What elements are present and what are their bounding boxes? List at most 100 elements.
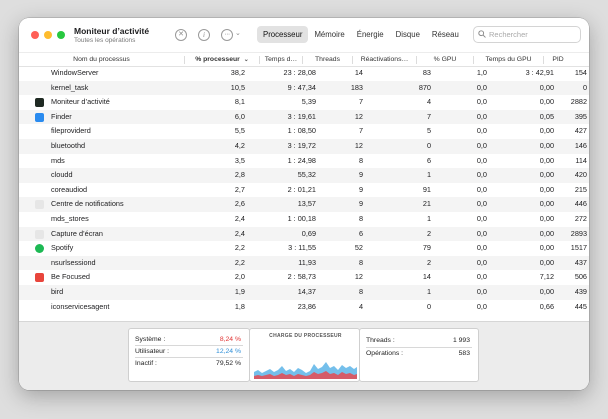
cell-name: nsurlsessiond [51, 257, 96, 267]
cell-wakeups: 1 [426, 170, 431, 180]
cell-wakeups: 1 [426, 287, 431, 296]
cell-pid: 506 [574, 272, 587, 282]
cell-name: fileproviderd [51, 126, 91, 136]
cell-gpu-time: 0,66 [539, 301, 554, 311]
cell-name: Be Focused [51, 272, 90, 282]
cell-gpu: 0,0 [476, 214, 487, 223]
cell-pid: 445 [574, 301, 587, 311]
info-circle-icon: i [203, 31, 205, 39]
column-divider[interactable] [416, 56, 417, 64]
column-divider[interactable] [184, 56, 185, 64]
table-row[interactable]: mds 3,5 1 : 24,98 8 6 0,0 0,00 114 [19, 154, 589, 169]
cell-gpu-time: 0,00 [539, 214, 554, 223]
table-row[interactable]: Spotify 2,2 3 : 11,55 52 79 0,0 0,00 1517 [19, 241, 589, 256]
cell-wakeups: 21 [422, 199, 431, 209]
table-row[interactable]: Capture d’écran 2,4 0,69 6 2 0,0 0,00 2893 [19, 226, 589, 242]
zoom-window-button[interactable] [57, 31, 65, 39]
cell-gpu: 0,0 [476, 155, 487, 165]
cpu-summary-bar: Système : 8,24 % Utilisateur : 12,24 % I… [19, 321, 589, 390]
cell-name: Spotify [51, 243, 74, 253]
close-window-button[interactable] [31, 31, 39, 39]
cell-gpu-time: 0,00 [539, 155, 554, 165]
tab-processeur[interactable]: Processeur [257, 26, 309, 43]
table-row[interactable]: iconservicesagent 1,8 23,86 4 0 0,0 0,66 445 [19, 300, 589, 315]
table-row[interactable]: fileproviderd 5,5 1 : 08,50 7 5 0,0 0,00 427 [19, 124, 589, 139]
column-divider[interactable] [473, 56, 474, 64]
sort-descending-icon: ⌄ [243, 57, 249, 63]
cell-pid: 420 [574, 170, 587, 180]
cell-wakeups: 83 [422, 68, 431, 77]
cell-pid: 2882 [570, 97, 587, 107]
column-header-gpu[interactable]: % GPU [433, 56, 457, 63]
minimize-window-button[interactable] [44, 31, 52, 39]
column-header-cpu[interactable]: % processeur ⌄ [185, 53, 259, 66]
table-header: Nom du processus % processeur ⌄ Temps d… … [19, 52, 589, 67]
window-title: Moniteur d’activité [74, 26, 150, 36]
cell-gpu: 0,0 [476, 170, 487, 180]
stop-process-button[interactable]: ✕ [175, 29, 187, 41]
cell-wakeups: 2 [426, 257, 431, 267]
column-divider[interactable] [259, 56, 260, 64]
tab-memoire[interactable]: Mémoire [314, 30, 345, 39]
cell-cpu: 6,0 [234, 111, 245, 121]
column-divider[interactable] [352, 56, 353, 64]
column-divider[interactable] [302, 56, 303, 64]
cell-time: 11,93 [298, 257, 316, 267]
table-row[interactable]: coreaudiod 2,7 2 : 01,21 9 91 0,0 0,00 215 [19, 183, 589, 198]
table-row[interactable]: cloudd 2,8 55,32 9 1 0,0 0,00 420 [19, 168, 589, 183]
tab-energie[interactable]: Énergie [356, 30, 384, 39]
cell-wakeups: 79 [422, 243, 431, 253]
column-header-wakeups[interactable]: Réactivations… [360, 56, 409, 63]
table-row[interactable]: Centre de notifications 2,6 13,57 9 21 0,0 0,0… [19, 197, 589, 212]
cpu-load-chart-panel: CHARGE DU PROCESSEUR [249, 328, 360, 382]
table-row[interactable]: Finder 6,0 3 : 19,61 12 7 0,0 0,05 395 [19, 109, 589, 125]
table-row[interactable]: bluetoothd 4,2 3 : 19,72 12 0 0,0 0,00 146 [19, 139, 589, 154]
cell-threads: 9 [358, 170, 363, 180]
user-label: Utilisateur : [135, 348, 169, 355]
cell-wakeups: 6 [426, 155, 431, 165]
cell-gpu: 1,0 [476, 68, 487, 77]
table-row[interactable]: WindowServer 38,2 23 : 28,08 14 83 1,0 3 : 42,… [19, 66, 589, 81]
column-header-name[interactable]: Nom du processus [73, 56, 130, 63]
inspect-process-button[interactable]: i [198, 29, 210, 41]
table-row[interactable]: Be Focused 2,0 2 : 58,73 12 14 0,0 7,12 506 [19, 270, 589, 285]
cpu-usage-panel: Système : 8,24 % Utilisateur : 12,24 % I… [128, 328, 250, 382]
column-header-pid[interactable]: PID [552, 56, 564, 63]
cell-threads: 52 [354, 243, 363, 253]
cell-threads: 7 [358, 97, 363, 107]
cell-wakeups: 91 [422, 184, 431, 194]
tab-reseau[interactable]: Réseau [431, 30, 459, 39]
cell-wakeups: 14 [422, 272, 431, 282]
window-subtitle[interactable]: Toutes les opérations [74, 37, 136, 44]
search-input[interactable] [489, 28, 577, 41]
cell-time: 3 : 19,61 [287, 111, 316, 121]
more-actions-button[interactable]: ··· [221, 29, 233, 41]
column-header-threads[interactable]: Threads [315, 56, 340, 63]
table-row[interactable]: bird 1,9 14,37 8 1 0,0 0,00 439 [19, 285, 589, 300]
column-header-time[interactable]: Temps d… [264, 56, 298, 63]
cell-name: bird [51, 287, 64, 296]
chevron-down-icon[interactable]: ⌄ [235, 30, 241, 37]
cell-name: cloudd [51, 170, 73, 180]
cell-gpu-time: 0,00 [539, 184, 554, 194]
table-row[interactable]: kernel_task 10,5 9 : 47,34 183 870 0,0 0,00 0 [19, 80, 589, 96]
cell-pid: 0 [582, 82, 587, 92]
search-field[interactable] [473, 26, 581, 43]
table-row[interactable]: Moniteur d’activité 8,1 5,39 7 4 0,0 0,00 2882 [19, 95, 589, 110]
system-label: Système : [135, 336, 166, 343]
cell-cpu: 5,5 [234, 126, 245, 136]
cell-time: 14,37 [297, 287, 316, 296]
cell-pid: 446 [574, 199, 587, 209]
column-divider[interactable] [543, 56, 544, 64]
cell-cpu: 2,2 [234, 243, 245, 253]
finder-icon [35, 112, 44, 122]
cell-cpu: 2,6 [234, 199, 245, 209]
cell-time: 1 : 00,18 [287, 214, 316, 223]
column-header-gpu-time[interactable]: Temps du GPU [485, 56, 532, 63]
threads-value: 1 993 [452, 337, 470, 344]
cell-name: iconservicesagent [51, 301, 110, 311]
table-row[interactable]: nsurlsessiond 2,2 11,93 8 2 0,0 0,00 437 [19, 255, 589, 271]
tab-disque[interactable]: Disque [395, 30, 420, 39]
table-row[interactable]: mds_stores 2,4 1 : 00,18 8 1 0,0 0,00 272 [19, 212, 589, 227]
cell-gpu-time: 0,00 [539, 257, 554, 267]
